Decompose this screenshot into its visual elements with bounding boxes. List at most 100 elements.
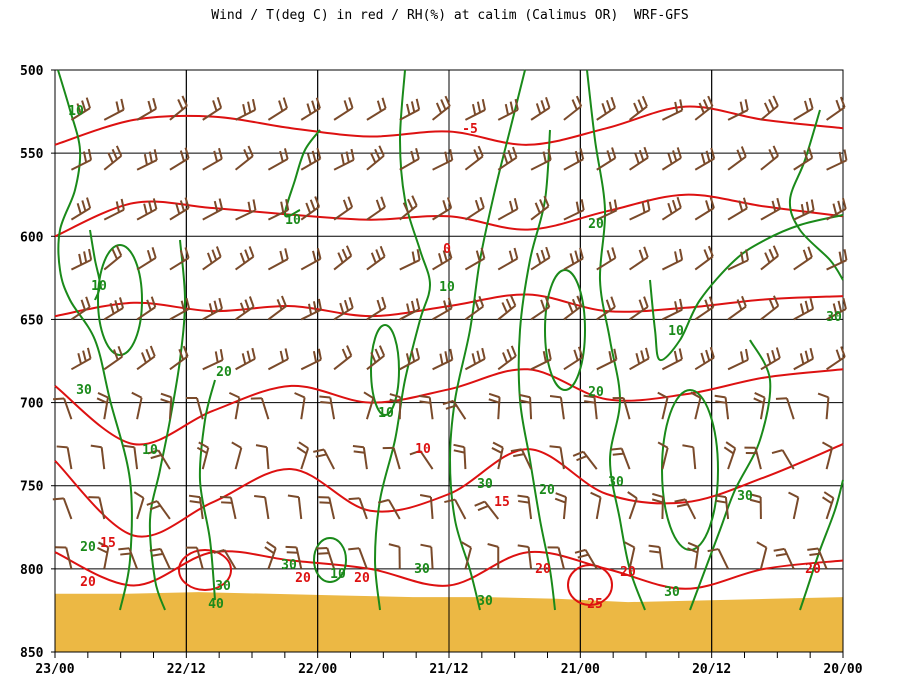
wind-barb-feather bbox=[444, 95, 451, 107]
wind-barb bbox=[267, 97, 288, 121]
wind-barb bbox=[399, 98, 421, 121]
isotherm-line bbox=[54, 368, 844, 446]
wind-barb bbox=[760, 347, 781, 371]
wind-barb-feather bbox=[446, 197, 453, 209]
wind-barb-shaft bbox=[793, 256, 813, 271]
wind-barb-feather bbox=[509, 101, 514, 113]
wind-barb bbox=[826, 249, 848, 271]
rh-label: 20 bbox=[80, 540, 96, 555]
wind-barb-feather bbox=[86, 197, 92, 209]
wind-barb-feather bbox=[213, 200, 219, 213]
wind-barb-feather bbox=[415, 98, 421, 110]
wind-barb-shaft bbox=[300, 358, 322, 371]
wind-barb-feather bbox=[247, 101, 252, 113]
y-tick-label: 500 bbox=[20, 64, 44, 79]
wind-barb-feather bbox=[279, 250, 284, 262]
wind-barb-feather bbox=[143, 203, 148, 215]
wind-barb-feather bbox=[771, 449, 783, 455]
wind-barb-feather bbox=[453, 443, 465, 449]
wind-barb-shaft bbox=[136, 107, 157, 121]
wind-barb-shaft bbox=[727, 259, 749, 271]
wind-barb-shaft bbox=[464, 547, 473, 570]
wind-barb-shaft bbox=[399, 157, 420, 171]
wind-barb-feather bbox=[244, 249, 250, 261]
wind-barb-feather bbox=[832, 303, 838, 315]
wind-barb bbox=[727, 295, 747, 321]
wind-barb-feather bbox=[111, 148, 118, 160]
wind-barb-feather bbox=[152, 97, 158, 110]
wind-barb-shaft bbox=[300, 257, 321, 271]
wind-barb bbox=[563, 346, 584, 371]
rh-label: 30 bbox=[477, 477, 493, 492]
wind-barb-feather bbox=[613, 199, 618, 211]
rh-contour-line bbox=[373, 69, 432, 611]
wind-barb-feather bbox=[246, 350, 252, 362]
wind-barb bbox=[826, 149, 848, 171]
wind-barb-feather bbox=[114, 300, 120, 312]
wind-barb-shaft bbox=[333, 107, 354, 121]
wind-barb-feather bbox=[376, 100, 382, 112]
wind-barb bbox=[146, 500, 171, 520]
wind-barb-feather bbox=[284, 348, 289, 360]
wind-barb-feather bbox=[545, 97, 551, 109]
wind-barb-feather bbox=[405, 353, 411, 365]
wind-barb bbox=[714, 394, 730, 420]
wind-barb-feather bbox=[375, 249, 382, 261]
temperature-label: 10 bbox=[415, 442, 431, 457]
wind-barb bbox=[185, 546, 204, 570]
wind-barb bbox=[169, 147, 190, 171]
wind-barb bbox=[432, 197, 453, 221]
wind-barb-feather bbox=[610, 96, 616, 108]
wind-barb bbox=[760, 95, 779, 121]
y-tick-label: 700 bbox=[20, 397, 44, 412]
wind-barb bbox=[188, 494, 204, 520]
wind-barb-feather bbox=[148, 200, 153, 212]
wind-barb-shaft bbox=[128, 547, 139, 570]
wind-barb bbox=[487, 543, 500, 569]
wind-barb-feather bbox=[115, 245, 123, 257]
wind-barb-feather bbox=[251, 347, 256, 360]
rh-label: 20 bbox=[539, 483, 555, 498]
wind-barb-feather bbox=[725, 441, 736, 450]
temperature-label: 20 bbox=[354, 571, 370, 586]
wind-barb bbox=[821, 491, 835, 520]
wind-barb bbox=[727, 197, 748, 221]
wind-barb-shaft bbox=[169, 105, 188, 121]
wind-barb-feather bbox=[823, 491, 835, 499]
wind-barb-shaft bbox=[136, 208, 157, 221]
wind-barb bbox=[103, 98, 125, 121]
wind-barb-feather bbox=[643, 246, 649, 258]
wind-barb bbox=[136, 247, 157, 271]
rh-contour-line bbox=[799, 479, 844, 611]
wind-barb bbox=[583, 394, 598, 420]
wind-barb-shaft bbox=[366, 206, 386, 221]
wind-barb-feather bbox=[605, 299, 612, 311]
wind-barb-feather bbox=[674, 101, 679, 113]
wind-barb-feather bbox=[283, 148, 289, 160]
y-tick-label: 750 bbox=[20, 480, 44, 495]
wind-barb-shaft bbox=[563, 158, 584, 171]
wind-barb-feather bbox=[838, 251, 843, 263]
rh-contour-line bbox=[517, 129, 556, 611]
wind-barb-feather bbox=[509, 200, 514, 212]
wind-barb-shaft bbox=[264, 497, 270, 520]
wind-barb-feather bbox=[649, 550, 661, 554]
wind-barb-feather bbox=[184, 247, 190, 259]
wind-barb-feather bbox=[577, 346, 584, 358]
wind-barb-shaft bbox=[694, 306, 715, 321]
wind-barb bbox=[596, 296, 616, 321]
wind-barb bbox=[497, 98, 519, 121]
rh-label: 10 bbox=[330, 567, 346, 582]
wind-barb-shaft bbox=[563, 356, 583, 371]
y-tick-label: 600 bbox=[20, 230, 44, 245]
wind-barb-feather bbox=[82, 350, 87, 362]
wind-barb-shaft bbox=[596, 306, 616, 321]
wind-barb-shaft bbox=[366, 306, 387, 321]
wind-barb bbox=[136, 97, 158, 121]
wind-barb-shaft bbox=[464, 305, 484, 321]
wind-barb-feather bbox=[370, 352, 377, 363]
wind-barb-shaft bbox=[661, 447, 669, 470]
wind-barb bbox=[333, 97, 354, 121]
wind-barb-shaft bbox=[559, 447, 565, 470]
wind-barb-shaft bbox=[159, 548, 171, 570]
